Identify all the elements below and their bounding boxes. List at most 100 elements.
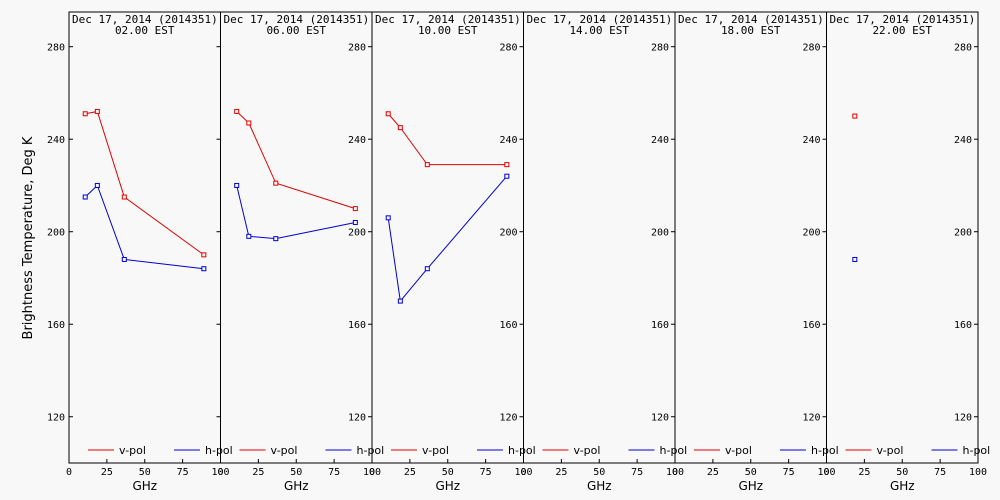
x-tick-label: 0: [66, 467, 72, 478]
y-tick-label: 280: [954, 43, 972, 54]
panel-title-time: 22.00 EST: [872, 24, 932, 37]
legend-label-v-pol: v-pol: [877, 444, 904, 457]
x-tick-label: 100: [666, 467, 684, 478]
y-tick-label: 160: [802, 320, 820, 331]
data-point-h-pol: [397, 298, 403, 304]
data-point-h-pol: [82, 194, 88, 200]
panel-title-date: Dec 17, 2014 (2014351): [527, 13, 673, 26]
y-tick-label: 120: [651, 413, 669, 424]
data-point-v-pol: [234, 108, 240, 114]
y-tick-label: 200: [348, 228, 366, 239]
x-tick-label: 50: [442, 467, 454, 478]
x-tick-label: 100: [817, 467, 835, 478]
x-tick-label: 50: [139, 467, 151, 478]
y-tick-label: 240: [651, 135, 669, 146]
y-axis-label: Brightness Temperature, Deg K: [21, 136, 36, 339]
legend-label-v-pol: v-pol: [725, 444, 752, 457]
data-point-h-pol: [385, 215, 391, 221]
y-tick-label: 240: [499, 135, 517, 146]
y-tick-label: 280: [47, 43, 65, 54]
x-tick-label: 75: [480, 467, 492, 478]
data-point-v-pol: [121, 194, 127, 200]
y-tick-label: 160: [499, 320, 517, 331]
legend-label-v-pol: v-pol: [271, 444, 298, 457]
x-tick-label: 50: [593, 467, 605, 478]
data-point-v-pol: [82, 111, 88, 117]
x-tick-label: 75: [783, 467, 795, 478]
x-tick-label: 100: [363, 467, 381, 478]
x-tick-label: 100: [514, 467, 532, 478]
panel-title-time: 18.00 EST: [721, 24, 781, 37]
legend-label-v-pol: v-pol: [574, 444, 601, 457]
y-tick-label: 240: [954, 135, 972, 146]
series-line-v-pol: [387, 113, 507, 166]
series-line-h-pol: [236, 185, 356, 240]
x-tick-label: 50: [896, 467, 908, 478]
panel-title-time: 06.00 EST: [266, 24, 326, 37]
data-point-v-pol: [201, 252, 207, 258]
data-point-v-pol: [385, 111, 391, 117]
x-axis-label: GHz: [132, 479, 157, 493]
panel-frame: [68, 11, 221, 464]
x-tick-label: 0: [672, 467, 678, 478]
x-tick-label: 50: [745, 467, 757, 478]
y-tick-label: 280: [802, 43, 820, 54]
x-tick-label: 0: [520, 467, 526, 478]
legend-label-v-pol: v-pol: [119, 444, 146, 457]
series-line-h-pol: [84, 184, 204, 270]
panel-5: Dec 17, 2014 (2014351)18.00 EST 120 160 200…: [672, 11, 839, 493]
y-tick-label: 120: [47, 413, 65, 424]
x-tick-label: 75: [328, 467, 340, 478]
panel-title-time: 02.00 EST: [115, 24, 175, 37]
y-tick-label: 160: [348, 320, 366, 331]
data-point-v-pol: [504, 162, 510, 168]
panel-title-date: Dec 17, 2014 (2014351): [375, 13, 521, 26]
data-point-h-pol: [424, 266, 430, 272]
data-point-v-pol: [273, 180, 279, 186]
x-axis-label: GHz: [890, 479, 915, 493]
x-tick-label: 25: [707, 467, 719, 478]
legend-label-h-pol: h-pol: [205, 444, 233, 457]
y-tick-label: 120: [802, 413, 820, 424]
y-tick-label: 160: [954, 320, 972, 331]
x-tick-label: 75: [177, 467, 189, 478]
data-point-h-pol: [504, 173, 510, 179]
legend-label-h-pol: h-pol: [660, 444, 688, 457]
panel-title-date: Dec 17, 2014 (2014351): [678, 13, 824, 26]
y-tick-label: 280: [348, 43, 366, 54]
x-axis-label: GHz: [284, 479, 309, 493]
data-point-h-pol: [273, 236, 279, 242]
y-tick-label: 200: [47, 228, 65, 239]
panel-4: Dec 17, 2014 (2014351)14.00 EST 120 160 200…: [520, 11, 688, 493]
data-point-v-pol: [352, 206, 358, 212]
data-point-v-pol: [94, 108, 100, 114]
series-line-v-pol: [85, 110, 205, 256]
panel-title-time: 14.00 EST: [569, 24, 629, 37]
panel-title-date: Dec 17, 2014 (2014351): [224, 13, 370, 26]
data-point-h-pol: [852, 256, 858, 262]
data-point-v-pol: [852, 113, 858, 119]
x-tick-label: 25: [101, 467, 113, 478]
series-line-h-pol: [387, 175, 508, 303]
data-point-v-pol: [397, 125, 403, 131]
y-tick-label: 200: [802, 228, 820, 239]
x-tick-label: 25: [252, 467, 264, 478]
data-point-h-pol: [234, 182, 240, 188]
x-tick-label: 25: [858, 467, 870, 478]
panel-6: Dec 17, 2014 (2014351)22.00 EST 120 160 200…: [823, 11, 990, 493]
data-point-h-pol: [246, 233, 252, 239]
data-point-v-pol: [246, 120, 252, 126]
x-tick-label: 25: [555, 467, 567, 478]
data-point-h-pol: [121, 256, 127, 262]
panel-title-time: 10.00 EST: [418, 24, 478, 37]
data-point-h-pol: [94, 182, 100, 188]
x-axis-label: GHz: [435, 479, 460, 493]
x-tick-label: 75: [631, 467, 643, 478]
y-tick-label: 280: [499, 43, 517, 54]
y-tick-label: 120: [499, 413, 517, 424]
legend-label-h-pol: h-pol: [508, 444, 536, 457]
y-tick-label: 240: [47, 135, 65, 146]
y-tick-label: 240: [348, 135, 366, 146]
